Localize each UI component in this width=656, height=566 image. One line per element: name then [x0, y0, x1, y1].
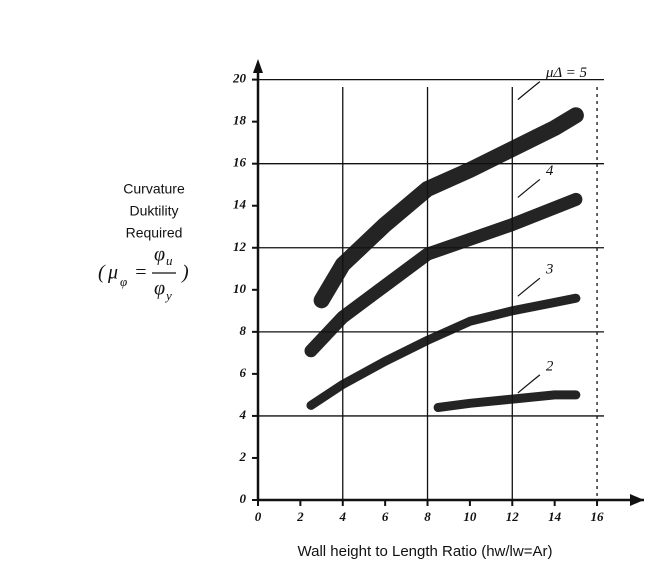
- x-tick-label: 10: [463, 509, 477, 524]
- y-label-line: Curvature: [123, 181, 185, 197]
- x-tick-label: 2: [296, 509, 304, 524]
- label-leader: [517, 81, 541, 101]
- label-leader: [517, 374, 541, 394]
- curve: [304, 192, 583, 358]
- y-tick-label: 16: [233, 155, 247, 170]
- formula-eq: =: [134, 262, 148, 284]
- curve: [313, 107, 584, 309]
- y-tick-label: 10: [233, 281, 247, 296]
- formula-den: φ: [154, 278, 165, 300]
- y-tick-label: 18: [233, 113, 247, 128]
- formula-sub: y: [164, 288, 172, 303]
- label-leader: [517, 178, 541, 198]
- formula-sub: u: [166, 253, 173, 268]
- curve: [433, 390, 581, 412]
- curve: [306, 293, 581, 410]
- x-axis-arrow: [630, 494, 644, 506]
- x-tick-label: 8: [424, 509, 431, 524]
- formula-paren: (: [98, 262, 106, 284]
- y-label-line: Required: [126, 225, 183, 241]
- y-tick-label: 6: [240, 365, 247, 380]
- x-tick-label: 16: [591, 509, 605, 524]
- y-tick-label: 0: [240, 491, 247, 506]
- formula-lhs: μ: [107, 262, 118, 284]
- x-axis-label: Wall height to Length Ratio (hw/lw=Ar): [298, 543, 553, 560]
- y-tick-label: 14: [233, 197, 247, 212]
- x-tick-label: 14: [548, 509, 562, 524]
- formula-paren: ): [181, 262, 189, 284]
- x-tick-label: 0: [255, 509, 262, 524]
- formula-num: φ: [154, 244, 165, 266]
- y-tick-label: 4: [239, 407, 247, 422]
- x-tick-label: 12: [506, 509, 520, 524]
- y-axis-arrow: [253, 59, 263, 73]
- x-tick-label: 4: [339, 509, 347, 524]
- formula: ( μ φ = φ u φ y ): [98, 244, 189, 303]
- curve-label: 4: [546, 163, 554, 179]
- y-tick-label: 20: [232, 71, 247, 86]
- x-tick-label: 6: [382, 509, 389, 524]
- formula-sub: φ: [120, 274, 127, 289]
- y-label-line: Duktility: [129, 203, 178, 219]
- curve-label: 2: [546, 358, 554, 374]
- curve-label: 3: [545, 262, 554, 278]
- curve-label: μΔ = 5: [545, 65, 588, 81]
- y-tick-label: 8: [240, 323, 247, 338]
- y-tick-label: 12: [233, 239, 247, 254]
- y-tick-label: 2: [239, 449, 247, 464]
- label-leader: [517, 277, 541, 297]
